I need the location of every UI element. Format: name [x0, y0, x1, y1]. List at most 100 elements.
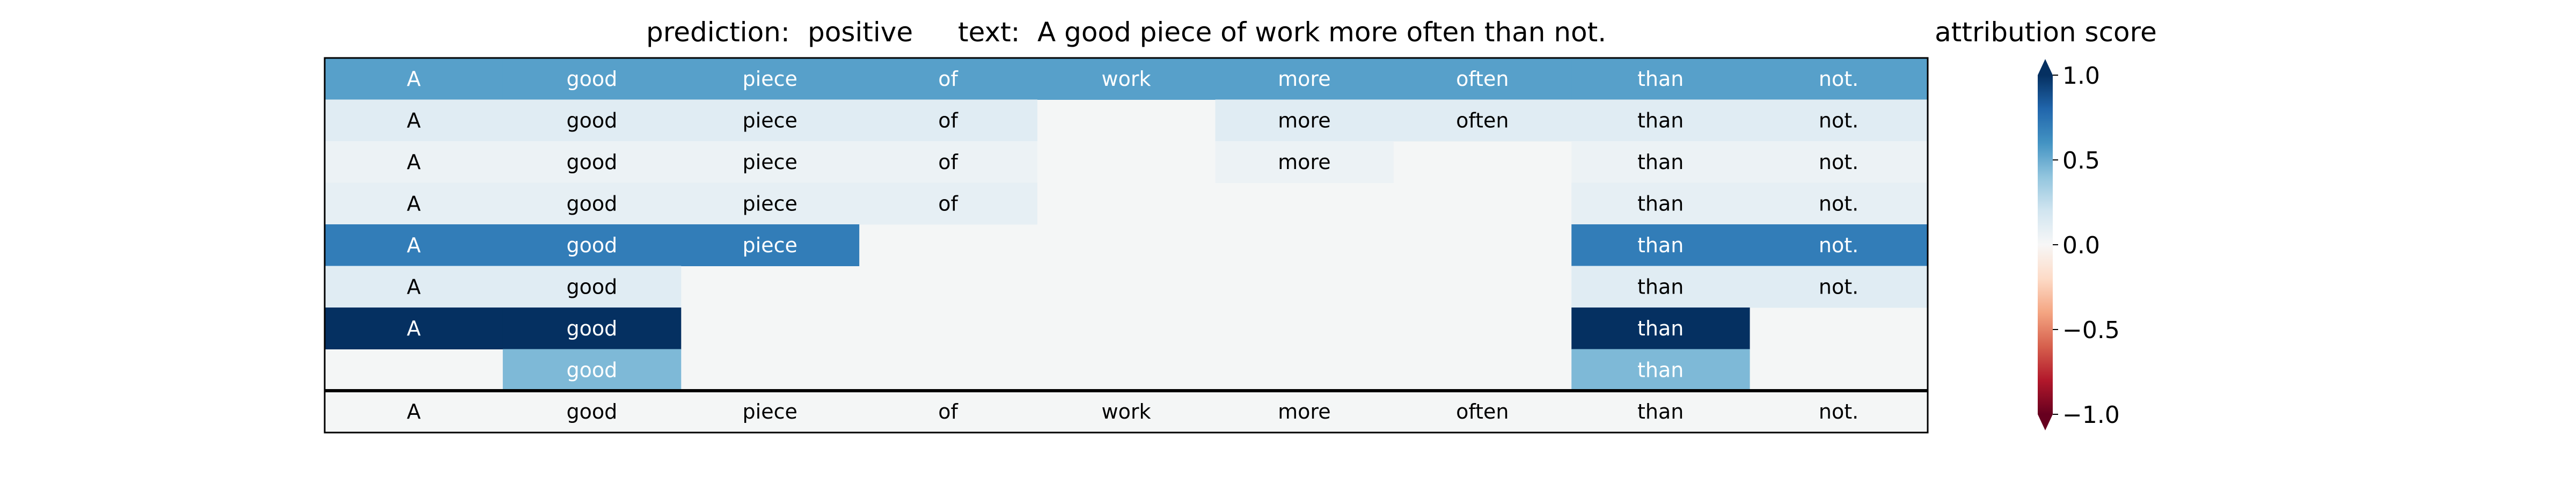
- heatmap-cell-token: A: [407, 317, 421, 340]
- heatmap-cell-token: A: [407, 275, 421, 298]
- heatmap-cell-token: of: [938, 192, 958, 215]
- heatmap-cell-token: of: [938, 150, 958, 174]
- heatmap-cell: [502, 308, 682, 349]
- heatmap-cell: [502, 182, 682, 225]
- heatmap-cell: [1215, 99, 1394, 142]
- heatmap-cell-token: good: [566, 275, 617, 298]
- heatmap-cell-token: than: [1637, 192, 1684, 215]
- heatmap-cell: [680, 182, 860, 225]
- heatmap-cell-token: than: [1637, 275, 1684, 298]
- heatmap-cell-token: A: [407, 108, 421, 132]
- heatmap-cell-token: good: [566, 317, 617, 340]
- heatmap-cell-token: more: [1278, 150, 1330, 174]
- heatmap-cell: [325, 308, 503, 349]
- heatmap-cell-token: than: [1637, 317, 1684, 340]
- title-prediction-label: prediction:: [646, 17, 790, 48]
- heatmap-cell: [1571, 58, 1750, 100]
- heatmap-cell: [1750, 99, 1928, 142]
- heatmap-cell-token: more: [1278, 108, 1330, 132]
- heatmap-cell-token: good: [566, 67, 617, 91]
- sentence-row-frame: [324, 390, 1929, 434]
- heatmap-cell-token: not.: [1819, 192, 1858, 215]
- title-text-value: A good piece of work more often than not…: [1037, 17, 1606, 48]
- colorbar-tick-label: 0.0: [2062, 232, 2100, 259]
- sentence-token: often: [1456, 400, 1509, 423]
- heatmap-cell-token: than: [1637, 67, 1684, 91]
- sentence-token: than: [1637, 400, 1684, 423]
- heatmap-cell-token: than: [1637, 150, 1684, 174]
- heatmap-cell: [859, 182, 1038, 225]
- heatmap-cell-token: A: [407, 150, 421, 174]
- sentence-row-background: [325, 391, 1928, 433]
- heatmap-cell-token: good: [566, 192, 617, 215]
- heatmap-cell: [1037, 58, 1216, 100]
- title-text-label: text:: [958, 17, 1020, 48]
- heatmap-cell-token: piece: [743, 233, 797, 257]
- heatmap-cell: [1571, 349, 1750, 391]
- heatmap-cell: [325, 141, 503, 183]
- heatmap-cell-token: than: [1637, 233, 1684, 257]
- heatmap-cell: [680, 99, 860, 142]
- heatmap-cell-token: not.: [1819, 150, 1858, 174]
- sentence-token: A: [407, 400, 421, 423]
- heatmap-cell-token: good: [566, 233, 617, 257]
- heatmap-cell: [859, 99, 1038, 142]
- heatmap-cell: [680, 58, 860, 100]
- heatmap-cell: [1571, 141, 1750, 183]
- colorbar-title: attribution score: [1935, 17, 2157, 48]
- heatmap-cell: [1571, 308, 1750, 349]
- heatmap-cell-token: good: [566, 358, 617, 382]
- heatmap-cell: [1750, 224, 1928, 266]
- heatmap-cell: [1393, 58, 1572, 100]
- heatmap-cell-token: piece: [743, 192, 797, 215]
- heatmap-cell: [1571, 99, 1750, 142]
- heatmap-cell-token: of: [938, 108, 958, 132]
- heatmap-cell: [680, 224, 860, 266]
- title-prediction-value: positive: [808, 17, 913, 48]
- colorbar-tick-label: 1.0: [2062, 62, 2100, 90]
- heatmap-cell-token: good: [566, 108, 617, 132]
- heatmap-cell-token: often: [1456, 67, 1509, 91]
- heatmap-cell: [1393, 99, 1572, 142]
- heatmap-cell-token: than: [1637, 358, 1684, 382]
- heatmap-cell: [325, 224, 503, 266]
- heatmap-cell: [325, 182, 503, 225]
- heatmap-cell: [680, 141, 860, 183]
- heatmap-cell-token: piece: [743, 150, 797, 174]
- heatmap-cell: [325, 58, 503, 100]
- heatmap-cell: [1571, 266, 1750, 308]
- sentence-token: work: [1102, 400, 1151, 423]
- sentence-token: of: [938, 400, 958, 423]
- colorbar-tick-label: 0.5: [2062, 147, 2100, 174]
- heatmap-cell-token: not.: [1819, 108, 1858, 132]
- heatmap-cell-token: A: [407, 67, 421, 91]
- heatmap-cell-token: A: [407, 192, 421, 215]
- heatmap-cell-token: of: [938, 67, 958, 91]
- heatmap-cell: [502, 58, 682, 100]
- heatmap-cell: [1571, 182, 1750, 225]
- colorbar-max-extend: [2038, 59, 2053, 75]
- heatmap-cell: [325, 99, 503, 142]
- sentence-token: not.: [1819, 400, 1858, 423]
- heatmap-cell: [1215, 141, 1394, 183]
- colorbar-min-extend: [2038, 414, 2053, 430]
- sentence-token: more: [1278, 400, 1330, 423]
- heatmap-cell-token: more: [1278, 67, 1330, 91]
- heatmap-cell: [1750, 182, 1928, 225]
- heatmap-cell-token: piece: [743, 108, 797, 132]
- heatmap-cell-token: good: [566, 150, 617, 174]
- sentence-token: good: [566, 400, 617, 423]
- heatmap-cell: [502, 99, 682, 142]
- heatmap-cell-token: not.: [1819, 233, 1858, 257]
- heatmap-cell: [1750, 58, 1928, 100]
- heatmap-cell-token: not.: [1819, 275, 1858, 298]
- heatmap-cell: [859, 141, 1038, 183]
- heatmap-cell: [502, 349, 682, 391]
- heatmap-cell-token: not.: [1819, 67, 1858, 91]
- heatmap-cell-token: A: [407, 233, 421, 257]
- heatmap-cell-token: work: [1102, 67, 1151, 91]
- heatmap-cell-token: piece: [743, 67, 797, 91]
- heatmap-cell: [502, 224, 682, 266]
